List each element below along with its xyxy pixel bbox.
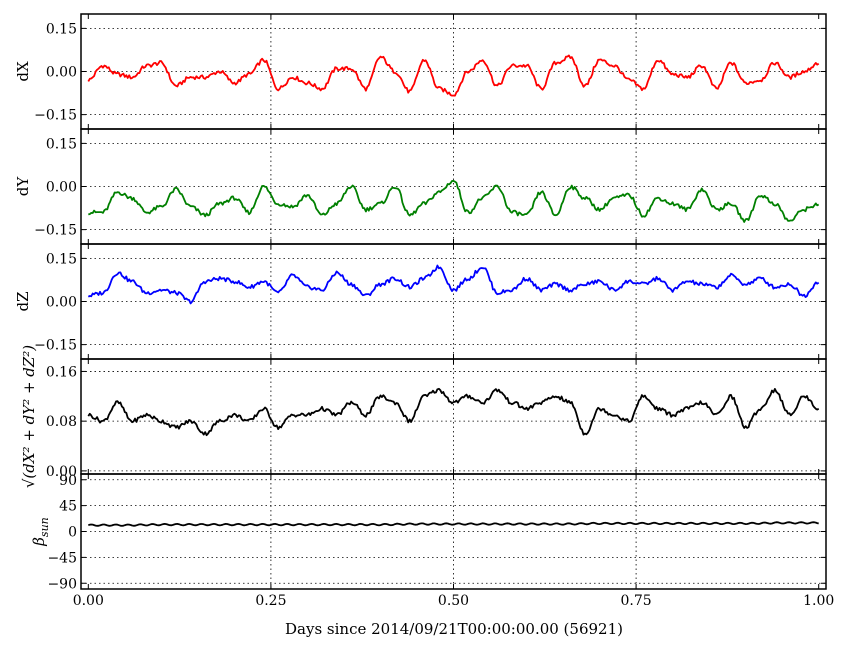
beta-ytick-label-3: −45	[47, 550, 77, 566]
panel-beta: 90 45 0 −45 −90 βsun 0.00 0.25 0.50 0.75 1.00	[30, 473, 834, 609]
dz-ytick-label-0: 0.15	[46, 251, 77, 267]
x-tick-label-2: 0.50	[438, 593, 469, 609]
dx-ytick-label-0: 0.15	[46, 21, 77, 37]
panel-magnitude: 0.16 0.08 0.00 √(dX² + dY² + dZ²)	[20, 345, 827, 488]
beta-ylabel: βsun	[30, 517, 51, 547]
dy-ylabel: dY	[14, 176, 32, 197]
x-tick-label-0: 0.00	[73, 593, 104, 609]
magnitude-ytick-label-1: 0.08	[46, 414, 77, 430]
dx-series-line	[87, 54, 820, 97]
magnitude-series-line	[87, 387, 820, 437]
dz-series-line	[87, 264, 820, 305]
dy-ytick-label-0: 0.15	[46, 136, 77, 152]
panel-dy: 0.15 0.00 −0.15 dY	[14, 128, 827, 245]
x-axis-label: Days since 2014/09/21T00:00:00.00 (56921…	[285, 620, 623, 638]
dy-axes-frame	[80, 128, 827, 245]
beta-series-line	[88, 521, 819, 527]
dz-ytick-label-2: −0.15	[34, 338, 77, 354]
dy-ytick-label-1: 0.00	[46, 180, 77, 196]
dx-axes-frame	[80, 13, 827, 130]
beta-ytick-label-4: −90	[47, 576, 77, 592]
x-tick-label-4: 1.00	[803, 593, 834, 609]
magnitude-ytick-label-0: 0.16	[46, 364, 77, 380]
dx-ytick-label-1: 0.00	[46, 65, 77, 81]
dx-ylabel: dX	[14, 61, 32, 82]
panel-dx: 0.15 0.00 −0.15 dX	[14, 13, 827, 130]
dx-ytick-label-2: −0.15	[34, 108, 77, 124]
x-tick-label-3: 0.75	[621, 593, 652, 609]
beta-ytick-label-0: 90	[59, 473, 77, 489]
chart-panels: 0.15 0.00 −0.15 dX 0.15 0.00 −0.15 dY 0.15 0.00 −0…	[14, 13, 834, 609]
dy-series-line	[88, 180, 820, 223]
beta-axes-frame	[80, 473, 827, 590]
magnitude-ytick-label-2: 0.00	[46, 464, 77, 480]
magnitude-axes-frame	[80, 358, 827, 475]
dz-ylabel: dZ	[14, 291, 32, 311]
magnitude-ylabel: √(dX² + dY² + dZ²)	[20, 345, 38, 488]
dz-ytick-label-1: 0.00	[46, 295, 77, 311]
x-tick-label-1: 0.25	[255, 593, 286, 609]
beta-ytick-label-1: 45	[59, 499, 77, 515]
panel-dz: 0.15 0.00 −0.15 dZ	[14, 243, 827, 360]
beta-ytick-label-2: 0	[68, 525, 77, 541]
dy-ytick-label-2: −0.15	[34, 223, 77, 239]
